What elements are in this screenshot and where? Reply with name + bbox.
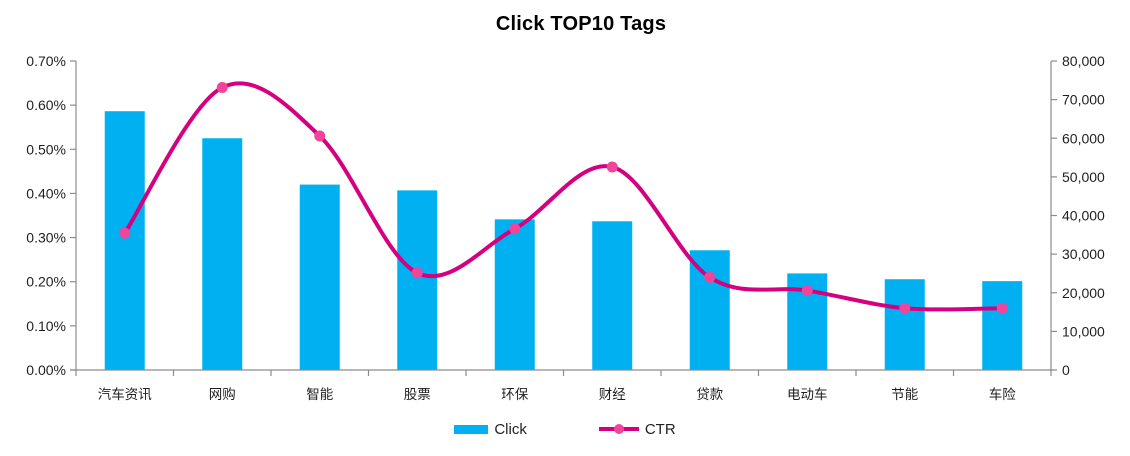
- right-axis-label: 60,000: [1062, 130, 1105, 146]
- category-label: 汽车资讯: [98, 386, 152, 402]
- category-label: 财经: [599, 387, 627, 402]
- click-bar-6: [689, 250, 730, 370]
- category-label: 车险: [989, 386, 1017, 402]
- ctr-marker-2: [314, 130, 326, 142]
- left-axis-label: 0.30%: [26, 230, 66, 246]
- click-bar-3: [397, 190, 438, 370]
- left-axis-label: 0.10%: [26, 318, 66, 334]
- right-axis-label: 0: [1062, 362, 1070, 378]
- ctr-marker-5: [606, 161, 618, 173]
- category-label: 环保: [501, 387, 529, 402]
- left-axis-label: 0.20%: [26, 274, 66, 290]
- ctr-marker-3: [411, 267, 423, 279]
- ctr-marker-7: [801, 285, 813, 297]
- category-label: 网购: [209, 387, 236, 402]
- left-axis-label: 0.50%: [26, 141, 66, 157]
- click-bar-5: [592, 221, 633, 370]
- legend-label-click: Click: [494, 420, 527, 438]
- category-label: 贷款: [696, 387, 724, 402]
- ctr-marker-4: [509, 223, 521, 235]
- category-label: 电动车: [787, 386, 828, 402]
- ctr-line-swatch-icon: [598, 423, 639, 435]
- ctr-marker-8: [899, 302, 911, 314]
- right-axis-label: 70,000: [1062, 92, 1105, 108]
- click-bar-9: [982, 281, 1023, 370]
- right-axis-label: 10,000: [1062, 323, 1105, 339]
- click-bar-2: [299, 184, 340, 370]
- legend-item-click: Click: [454, 421, 527, 438]
- ctr-line-marker: [613, 424, 624, 434]
- left-axis-label: 0.40%: [26, 185, 66, 201]
- right-axis-label: 30,000: [1062, 246, 1105, 262]
- right-axis-label: 80,000: [1062, 53, 1105, 69]
- category-label: 股票: [404, 387, 431, 402]
- left-axis-label: 0.00%: [26, 362, 66, 378]
- ctr-marker-1: [216, 81, 228, 93]
- right-axis-label: 20,000: [1062, 285, 1105, 301]
- right-axis-label: 40,000: [1062, 208, 1105, 224]
- click-bar-4: [494, 219, 535, 370]
- legend-label-ctr: CTR: [644, 420, 676, 438]
- category-label: 智能: [306, 387, 333, 402]
- category-label: 节能: [891, 387, 918, 402]
- ctr-line: [122, 81, 1005, 312]
- chart-title: Click TOP10 Tags: [495, 13, 667, 35]
- legend-item-ctr: CTR: [598, 420, 676, 438]
- left-axis-label: 0.70%: [26, 53, 66, 69]
- left-axis-label: 0.60%: [26, 97, 66, 113]
- ctr-marker-0: [119, 227, 131, 239]
- chart-legend: Click CTR: [0, 417, 1130, 441]
- right-axis-label: 50,000: [1062, 169, 1105, 185]
- click-bar-1: [202, 138, 243, 370]
- click-bar-8: [884, 279, 925, 370]
- click-bar-swatch-icon: [454, 424, 489, 434]
- ctr-marker-9: [996, 302, 1008, 314]
- ctr-marker-6: [704, 271, 716, 283]
- click-bar-0: [104, 111, 145, 371]
